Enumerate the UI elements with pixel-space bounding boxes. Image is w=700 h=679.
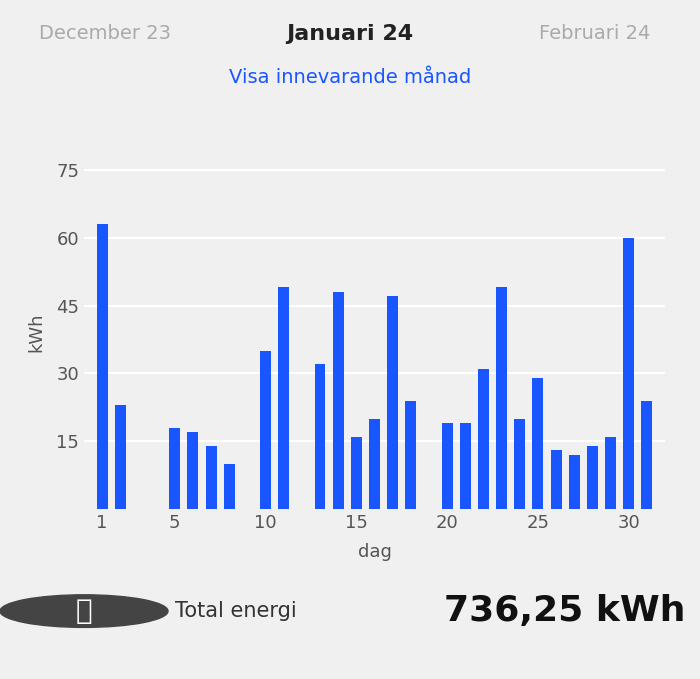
Bar — [115, 405, 126, 509]
Bar — [478, 369, 489, 509]
Bar — [641, 401, 652, 509]
Bar — [351, 437, 362, 509]
Bar — [405, 401, 416, 509]
Bar — [605, 437, 616, 509]
Text: Visa innevarande månad: Visa innevarande månad — [229, 68, 471, 87]
Bar — [533, 378, 543, 509]
Bar — [260, 351, 271, 509]
Bar — [569, 455, 580, 509]
Text: December 23: December 23 — [39, 24, 171, 43]
Bar — [514, 419, 525, 509]
Text: Januari 24: Januari 24 — [286, 24, 414, 43]
Bar — [369, 419, 380, 509]
Circle shape — [0, 595, 168, 627]
Bar — [188, 433, 198, 509]
Bar — [387, 297, 398, 509]
Bar — [442, 423, 453, 509]
Text: 736,25 kWh: 736,25 kWh — [444, 594, 686, 628]
Bar — [97, 224, 108, 509]
Bar — [224, 464, 234, 509]
Bar — [460, 423, 470, 509]
Bar — [169, 428, 180, 509]
Bar — [623, 238, 634, 509]
Text: Februari 24: Februari 24 — [539, 24, 651, 43]
Text: 🔋: 🔋 — [76, 597, 92, 625]
Text: Total energi: Total energi — [175, 601, 297, 621]
Bar — [279, 287, 289, 509]
Bar — [206, 446, 216, 509]
Bar — [587, 446, 598, 509]
Bar — [332, 292, 344, 509]
Bar — [551, 450, 561, 509]
X-axis label: dag: dag — [358, 543, 391, 562]
Bar — [314, 365, 326, 509]
Bar — [496, 287, 507, 509]
Y-axis label: kWh: kWh — [27, 313, 45, 352]
